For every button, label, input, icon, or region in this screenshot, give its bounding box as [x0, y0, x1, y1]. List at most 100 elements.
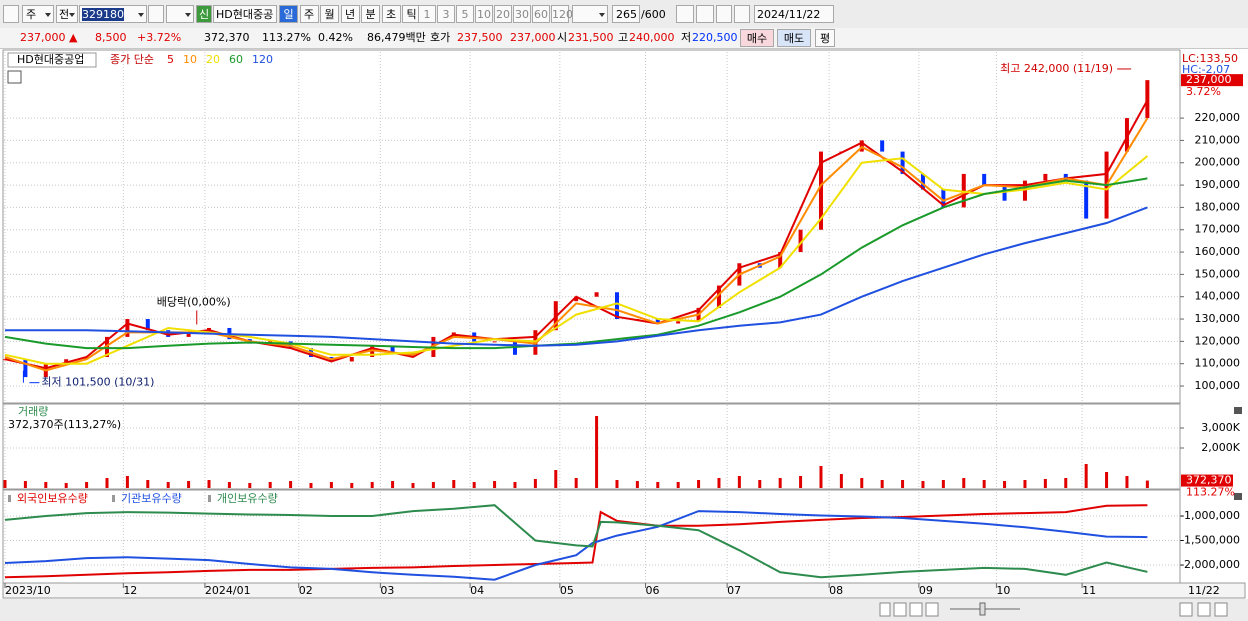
- zoom-button[interactable]: [1214, 602, 1228, 617]
- menu-icon[interactable]: [3, 5, 19, 23]
- period-button[interactable]: 일: [279, 5, 298, 23]
- x-tick-label: 03: [380, 584, 394, 597]
- legend-item: 개인보유수량: [217, 492, 278, 505]
- bottom-toolbar: [0, 599, 1248, 621]
- panel-subtitle: 372,370주(113,27%): [8, 418, 121, 431]
- volume-bar: [901, 480, 905, 488]
- code-input[interactable]: 329180: [79, 5, 147, 23]
- volume-bar: [799, 476, 803, 488]
- title-box: [7, 52, 97, 68]
- scroll-button[interactable]: [909, 602, 923, 617]
- amount: 86,479백만: [367, 31, 426, 44]
- period-button[interactable]: 년: [340, 5, 360, 23]
- x-tick-label: 05: [560, 584, 574, 597]
- count-input[interactable]: 265: [612, 5, 640, 23]
- interval-button[interactable]: 20: [494, 5, 512, 23]
- save-icon[interactable]: [716, 5, 732, 23]
- search-button[interactable]: [148, 5, 164, 23]
- x-tick-label: 09: [919, 584, 933, 597]
- period-button[interactable]: 분: [361, 5, 380, 23]
- zoom-button[interactable]: [1197, 602, 1211, 617]
- y-tick-label: 220,000: [1195, 111, 1241, 124]
- volume-bar: [3, 480, 7, 488]
- volume-ratio: 113.27%: [262, 31, 311, 44]
- last-price-box: [1181, 74, 1243, 87]
- frames: [0, 49, 1248, 621]
- interval-button[interactable]: 3: [437, 5, 455, 23]
- volume-bar: [697, 480, 701, 488]
- interval-select[interactable]: [572, 5, 608, 23]
- series-line: [4, 504, 1148, 579]
- x-tick-label: 11: [1082, 584, 1096, 597]
- market-select[interactable]: 주: [22, 5, 54, 23]
- interval-button[interactable]: 1: [418, 5, 436, 23]
- volume-bar: [819, 466, 823, 488]
- low: 220,500: [692, 31, 738, 44]
- y-tick-label: 150,000: [1195, 267, 1241, 280]
- scroll-button[interactable]: [879, 602, 891, 617]
- period-button[interactable]: 주: [299, 5, 319, 23]
- candle: [961, 173, 966, 208]
- candle: [982, 173, 987, 186]
- y-tick-label: 2,000K: [1201, 441, 1240, 454]
- tool-icon[interactable]: [676, 5, 694, 23]
- zoom-handle[interactable]: [979, 602, 986, 616]
- interval-button[interactable]: 120: [551, 5, 573, 23]
- close-icon[interactable]: [1234, 493, 1242, 500]
- candle: [64, 359, 69, 364]
- high-label: 고: [618, 31, 629, 44]
- sell-button[interactable]: 매도: [777, 29, 811, 47]
- ask: 237,500: [457, 31, 503, 44]
- zoom-button[interactable]: [1179, 602, 1193, 617]
- interval-button[interactable]: 5: [456, 5, 474, 23]
- close-icon[interactable]: [1234, 407, 1242, 414]
- volume-bar: [1043, 479, 1047, 488]
- volume-bar: [452, 480, 456, 488]
- legend-item: 10: [183, 53, 197, 66]
- period-button[interactable]: 초: [381, 5, 401, 23]
- volume-bar: [962, 478, 966, 488]
- volume-bar: [615, 480, 619, 488]
- scroll-button[interactable]: [925, 602, 939, 617]
- volume-bar: [1145, 480, 1149, 488]
- turnover: 0.42%: [318, 31, 353, 44]
- volume-bar: [44, 482, 48, 488]
- legend-swatch: [208, 495, 211, 502]
- sound-select[interactable]: [166, 5, 194, 23]
- interval-button[interactable]: 10: [475, 5, 493, 23]
- settings-icon[interactable]: [734, 5, 750, 23]
- x-tick-label: 04: [470, 584, 484, 597]
- candle: [145, 319, 150, 331]
- volume-bar: [23, 481, 27, 488]
- chart-title: HD현대중공업: [17, 53, 84, 66]
- open-label: 시: [557, 31, 568, 44]
- change: 8,500: [95, 31, 127, 44]
- date-input[interactable]: 2024/11/22: [754, 5, 834, 23]
- grid-icon[interactable]: [7, 70, 22, 84]
- last-volume: 372,370: [1186, 474, 1232, 487]
- y-tick-label: 200,000: [1195, 156, 1241, 169]
- legend-item: 20: [206, 53, 220, 66]
- y-tick-label: 3,000K: [1201, 421, 1240, 434]
- volume-bar: [350, 483, 354, 488]
- stock-name: HD현대중공: [213, 5, 277, 23]
- buy-button[interactable]: 매수: [740, 29, 774, 47]
- avg-button[interactable]: 평: [815, 29, 835, 47]
- legend-swatch: [8, 495, 11, 502]
- period-button[interactable]: 월: [320, 5, 339, 23]
- scroll-button[interactable]: [893, 602, 907, 617]
- series-line: [4, 504, 1148, 579]
- x-tick-label: 2024/01: [205, 584, 251, 597]
- interval-button[interactable]: 60: [532, 5, 550, 23]
- annotation: 최고 242,000 (11/19): [1000, 62, 1113, 75]
- candle: [574, 296, 579, 302]
- prev-select[interactable]: 전: [56, 5, 78, 23]
- interval-button[interactable]: 30: [513, 5, 531, 23]
- candle: [1124, 118, 1129, 152]
- tool-icon[interactable]: [696, 5, 714, 23]
- candle: [1063, 173, 1068, 181]
- volume-bar: [574, 478, 578, 488]
